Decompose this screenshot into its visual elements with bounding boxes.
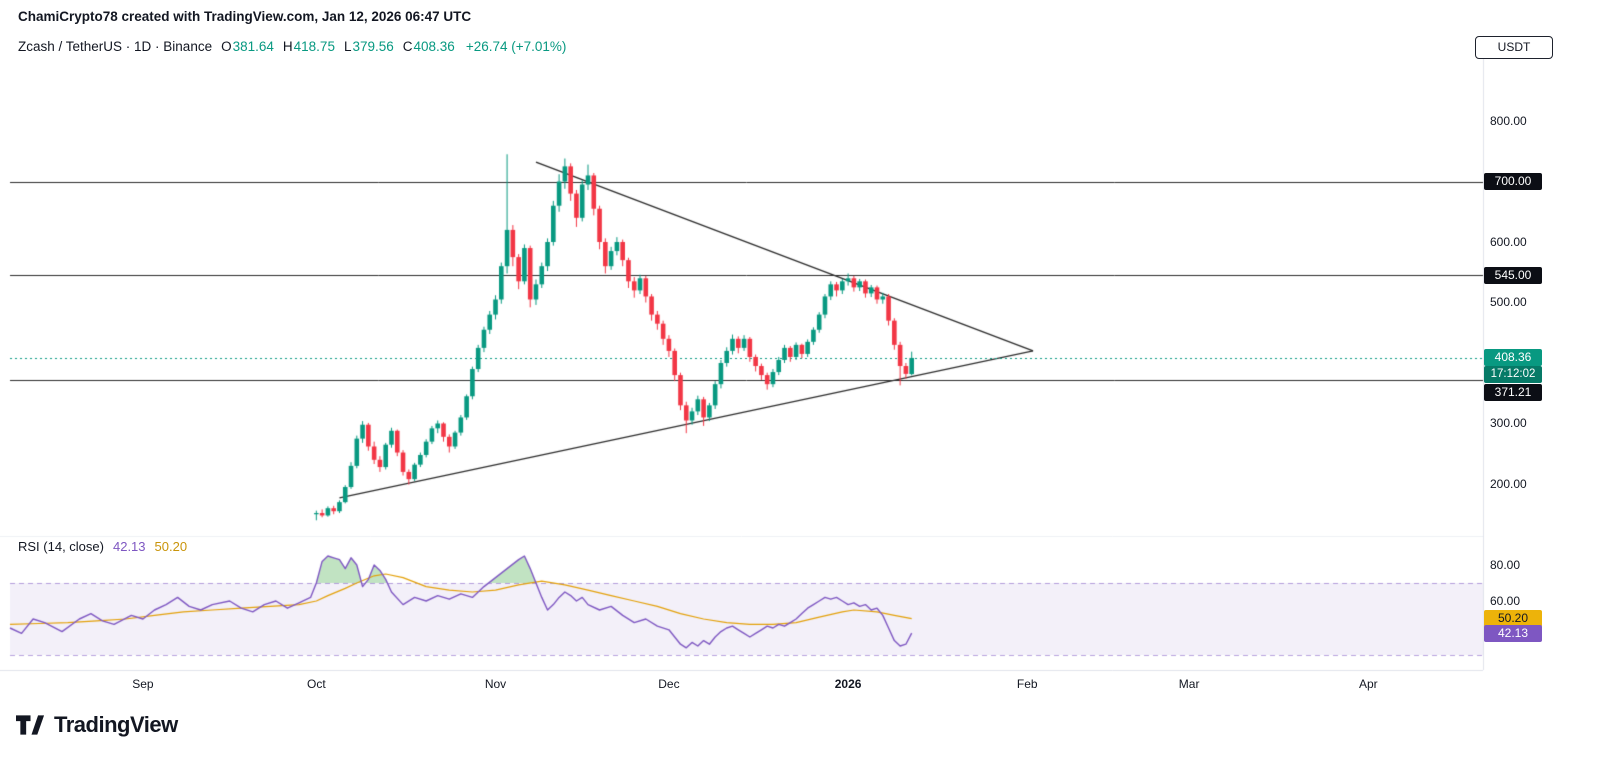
rsi-title: RSI (14, close) bbox=[18, 539, 104, 554]
rsi-indicator-header[interactable]: RSI (14, close) 42.13 50.20 bbox=[18, 539, 187, 554]
ohlc-close-value: 408.36 bbox=[413, 39, 455, 54]
ohlc-open-value: 381.64 bbox=[232, 39, 274, 54]
symbol-title[interactable]: Zcash / TetherUS · 1D · Binance bbox=[18, 39, 213, 54]
attribution-text: ChamiCrypto78 created with TradingView.c… bbox=[18, 9, 472, 24]
symbol-header: Zcash / TetherUS · 1D · Binance O381.64 … bbox=[18, 39, 566, 54]
ohlc-high-value: 418.75 bbox=[293, 39, 335, 54]
ohlc-high: H418.75 bbox=[283, 39, 335, 54]
rsi-value: 42.13 bbox=[112, 539, 146, 554]
ohlc-low-label: L bbox=[343, 39, 352, 54]
ohlc-high-label: H bbox=[282, 39, 293, 54]
ohlc-open-label: O bbox=[221, 39, 232, 54]
tradingview-icon bbox=[16, 715, 45, 735]
ohlc-open: O381.64 bbox=[221, 39, 274, 54]
ohlc-close-label: C bbox=[402, 39, 413, 54]
ohlc-low-value: 379.56 bbox=[352, 39, 394, 54]
rsi-ma-value: 50.20 bbox=[154, 539, 188, 554]
price-change: +26.74 (+7.01%) bbox=[465, 39, 567, 54]
ohlc-close: C408.36 bbox=[403, 39, 455, 54]
tradingview-wordmark: TradingView bbox=[54, 712, 178, 737]
currency-unit-button[interactable]: USDT bbox=[1475, 36, 1553, 59]
tradingview-logo[interactable]: TradingView bbox=[16, 712, 178, 738]
ohlc-low: L379.56 bbox=[344, 39, 394, 54]
